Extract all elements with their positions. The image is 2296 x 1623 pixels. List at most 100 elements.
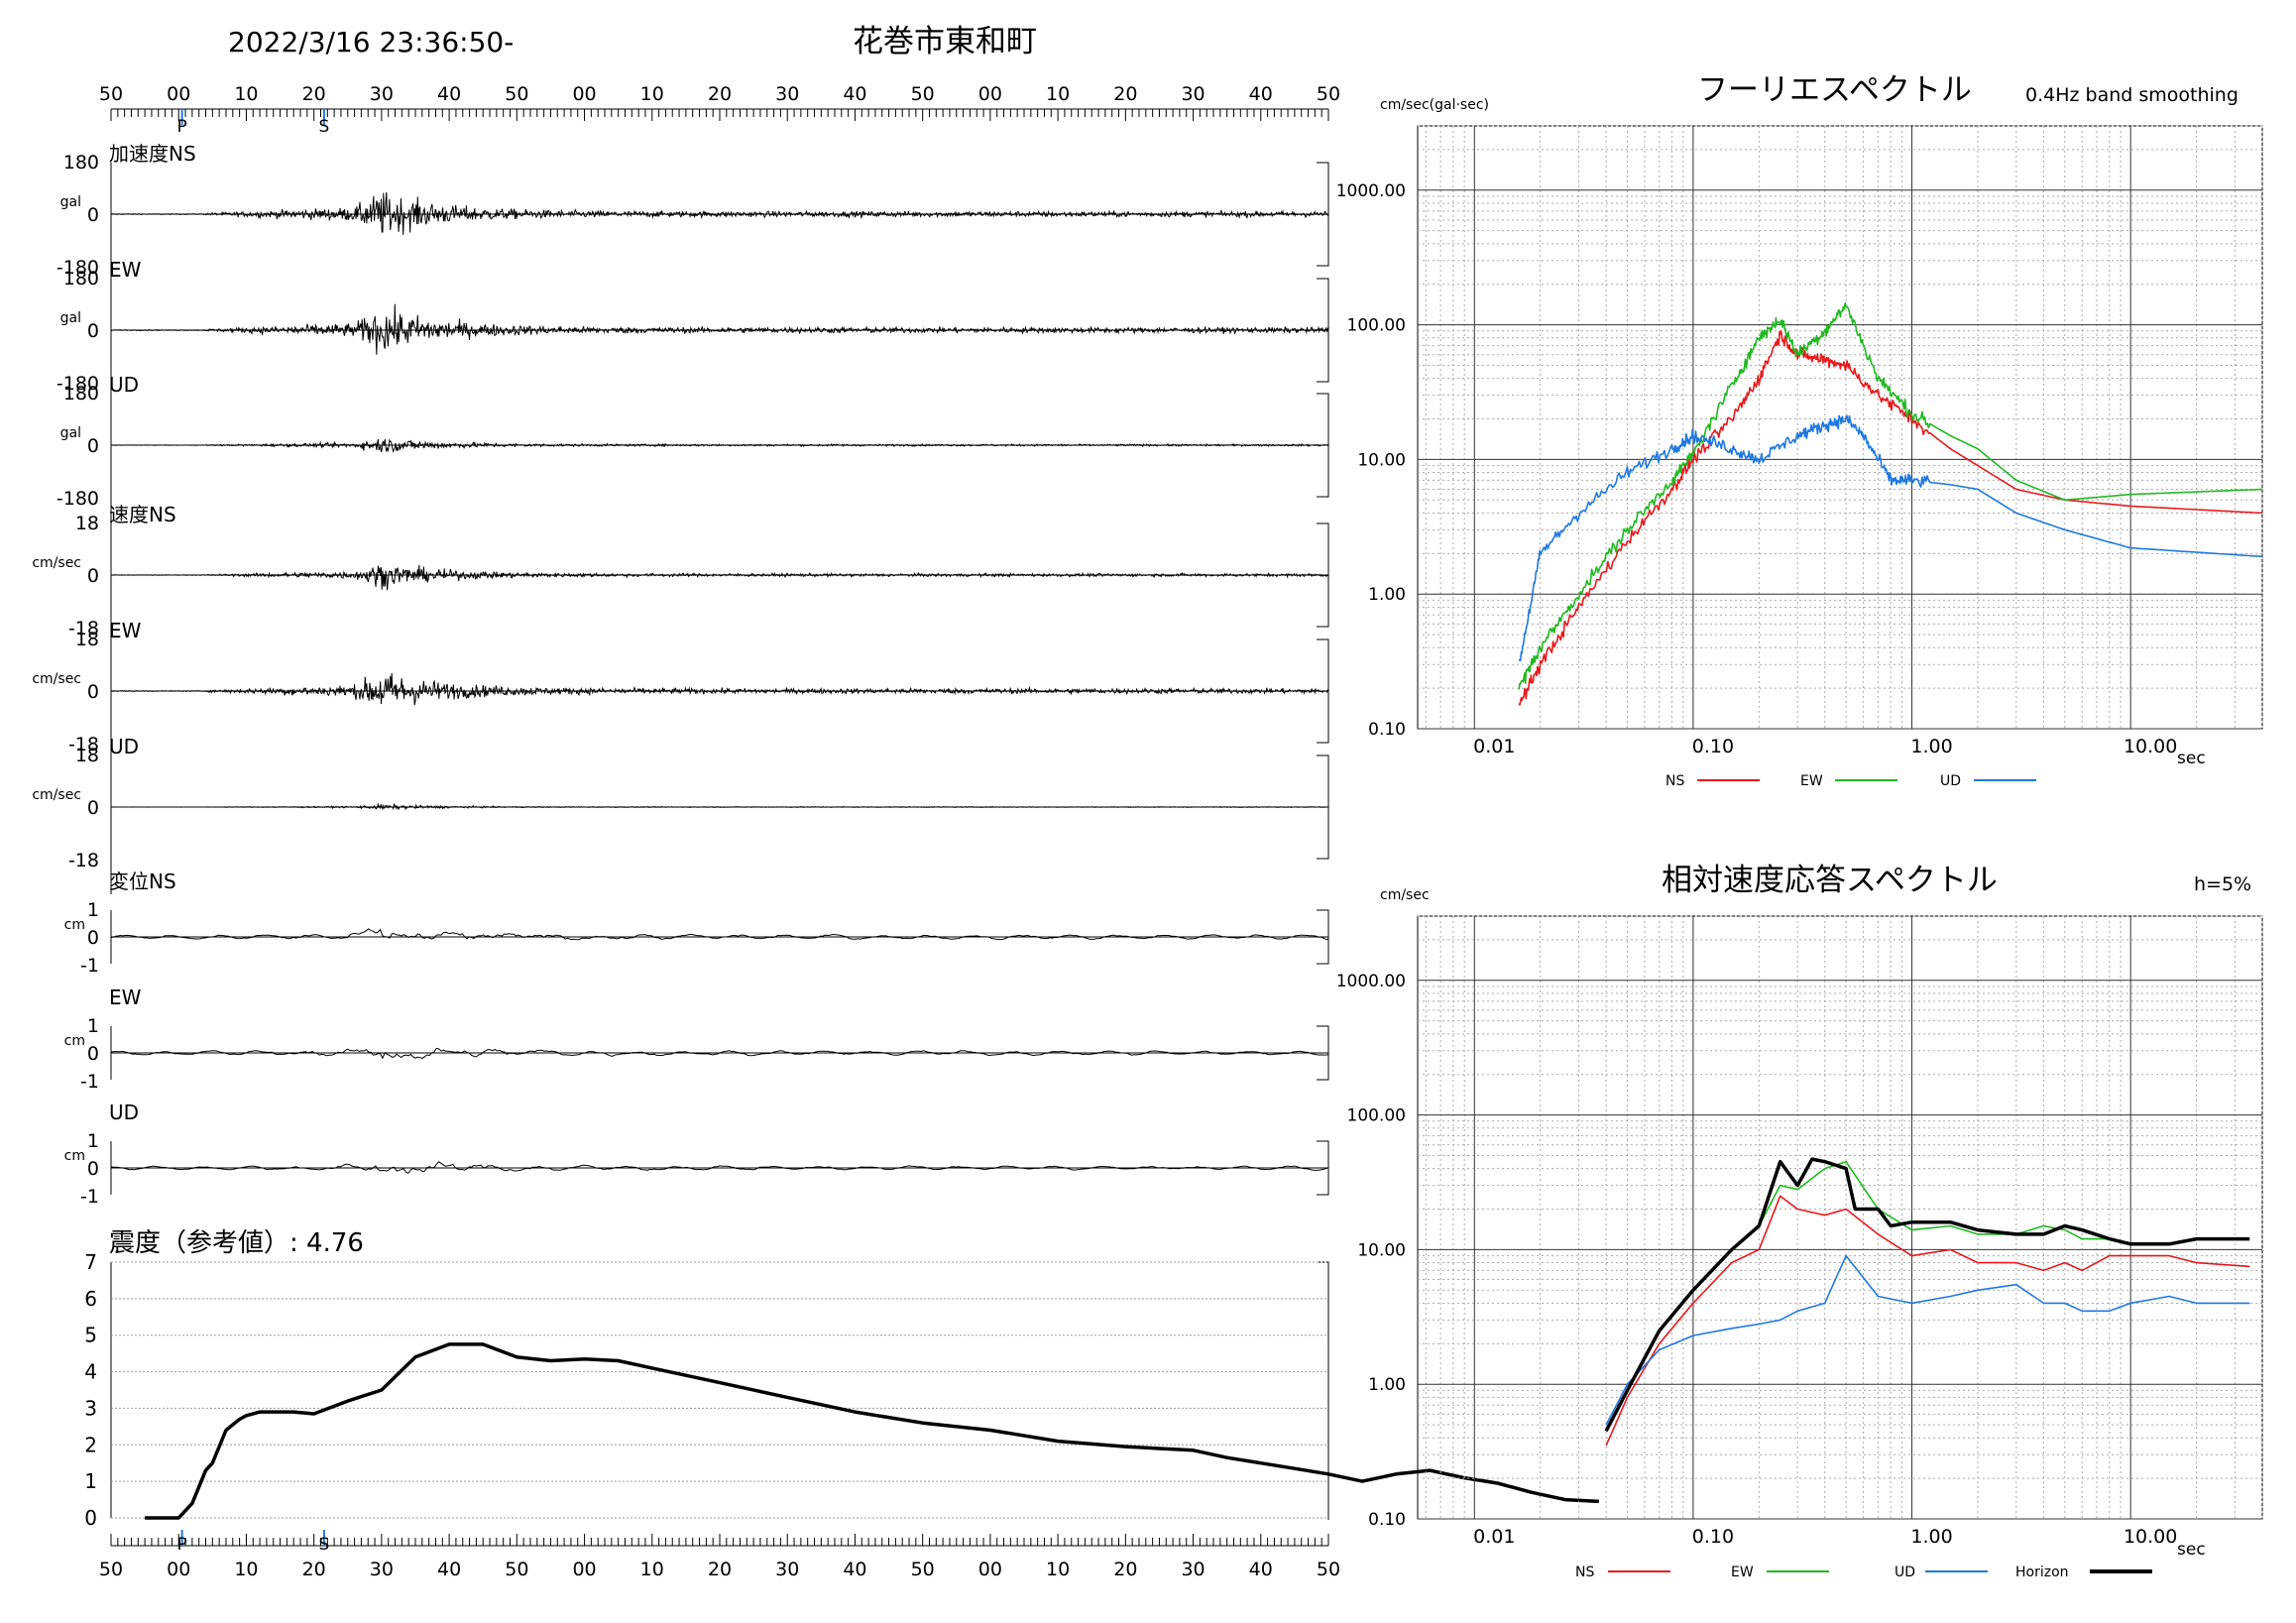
waveform-label: UD xyxy=(109,1101,139,1124)
intensity-chart: 7 6 5 4 3 2 1 0 xyxy=(84,1250,1599,1530)
waveform-label: UD xyxy=(109,373,139,397)
waveform-unit: cm/sec xyxy=(32,555,81,571)
response-legend: NS EW UD Horizon xyxy=(1575,1565,2152,1580)
time-tick-label: 10 xyxy=(640,1559,664,1580)
phase-marker-label: P xyxy=(177,117,187,137)
waveform-panel: 変位NS 1 0 -1 cm xyxy=(64,869,1329,977)
intensity-tick-label: 0 xyxy=(84,1506,97,1530)
time-tick-label: 50 xyxy=(911,83,935,105)
y-tick-label: 1.00 xyxy=(1368,1375,1406,1395)
waveform-label: 変位NS xyxy=(109,869,176,893)
time-tick-label: 50 xyxy=(505,83,528,105)
time-tick-label: 10 xyxy=(1046,83,1070,105)
response-x-unit: sec xyxy=(2177,1540,2206,1560)
intensity-tick-label: 5 xyxy=(84,1324,97,1347)
waveform-trace xyxy=(110,672,1329,706)
fourier-title: フーリエスペクトル xyxy=(1697,72,1972,108)
x-tick-label: 10.00 xyxy=(2124,1526,2177,1548)
waveform-label: EW xyxy=(109,619,142,642)
waveform-ymin: -180 xyxy=(57,257,99,279)
waveform-yzero: 0 xyxy=(87,204,99,226)
intensity-tick-label: 7 xyxy=(84,1250,97,1274)
time-tick-label: 40 xyxy=(1249,83,1273,105)
series-ud xyxy=(1518,414,2263,662)
phase-marker-label: S xyxy=(319,117,330,137)
intensity-tick-label: 3 xyxy=(84,1396,97,1420)
time-tick-label: 00 xyxy=(167,83,190,105)
intensity-line xyxy=(145,1342,1599,1520)
waveform-unit: cm xyxy=(64,917,85,933)
x-tick-label: 1.00 xyxy=(1910,1526,1952,1548)
waveform-ymin: -1 xyxy=(80,1071,99,1093)
waveform-ymax: 1 xyxy=(87,1130,99,1152)
waveform-unit: gal xyxy=(60,310,81,326)
waveform-ymin: -1 xyxy=(80,955,99,977)
time-tick-label: 50 xyxy=(505,1559,528,1580)
waveform-label: EW xyxy=(109,985,142,1009)
series-ud xyxy=(1605,1254,2250,1426)
response-legend-horizon-label: Horizon xyxy=(2015,1565,2069,1580)
time-tick-label: 30 xyxy=(370,83,394,105)
bottom-time-axis: 50 00 10 20 30 40 50 00 10 20 30 40 50 00 10 20 30 40 50 P S xyxy=(99,1530,1340,1580)
x-tick-label: 10.00 xyxy=(2124,736,2177,757)
waveform-unit: cm xyxy=(64,1148,85,1164)
time-tick-label: 50 xyxy=(99,1559,123,1580)
time-tick-label: 20 xyxy=(1113,83,1137,105)
time-tick-label: 10 xyxy=(234,83,258,105)
time-tick-label: 00 xyxy=(167,1559,190,1580)
time-tick-label: 40 xyxy=(437,83,461,105)
time-tick-label: 50 xyxy=(1317,83,1340,105)
response-legend-ns-label: NS xyxy=(1575,1565,1594,1580)
waveform-panel: EW 1 0 -1 cm xyxy=(64,985,1329,1093)
intensity-tick-label: 4 xyxy=(84,1360,97,1384)
time-tick-label: 30 xyxy=(1181,1559,1205,1580)
waveform-ymax: 1 xyxy=(87,1015,99,1037)
waveform-label: 加速度NS xyxy=(109,142,196,166)
waveform-ymax: 180 xyxy=(63,268,99,290)
record-datetime: 2022/3/16 23:36:50- xyxy=(228,26,514,58)
time-tick-label: 00 xyxy=(978,83,1002,105)
response-note: h=5% xyxy=(2194,873,2251,895)
y-tick-label: 1.00 xyxy=(1368,585,1406,605)
waveform-ymax: 1 xyxy=(87,899,99,921)
fourier-legend: NS EW UD xyxy=(1665,773,2036,789)
waveform-label: EW xyxy=(109,258,142,282)
fourier-legend-ud-label: UD xyxy=(1940,773,1961,789)
waveform-ymax: 18 xyxy=(75,629,99,650)
waveform-yzero: 0 xyxy=(87,320,99,342)
waveform-ymin: -180 xyxy=(57,373,99,395)
waveform-panel: 速度NS 18 0 -18 cm/sec xyxy=(32,503,1329,662)
x-tick-label: 0.01 xyxy=(1473,1526,1515,1548)
waveform-label: UD xyxy=(109,735,139,758)
time-tick-label: 40 xyxy=(437,1559,461,1580)
time-tick-label: 40 xyxy=(1249,1559,1273,1580)
y-tick-label: 1000.00 xyxy=(1336,972,1406,991)
waveform-panel: EW 180 0 -180 gal xyxy=(57,258,1329,417)
waveform-unit: gal xyxy=(60,425,81,441)
fourier-legend-ns-label: NS xyxy=(1665,773,1684,789)
waveform-unit: cm xyxy=(64,1033,85,1049)
waveform-yzero: 0 xyxy=(87,1158,99,1180)
waveform-label: 速度NS xyxy=(109,503,176,526)
waveform-unit: cm/sec xyxy=(32,787,81,803)
time-tick-label: 10 xyxy=(234,1559,258,1580)
time-tick-label: 00 xyxy=(978,1559,1002,1580)
time-tick-label: 10 xyxy=(1046,1559,1070,1580)
response-title: 相対速度応答スペクトル xyxy=(1662,863,1998,898)
fourier-spectrum-chart: 1000.00 100.00 10.00 1.00 0.10 0.01 0.10 1.00 10… xyxy=(1336,125,2263,757)
y-tick-label: 0.10 xyxy=(1368,720,1406,740)
waveform-yzero: 0 xyxy=(87,681,99,703)
time-tick-label: 20 xyxy=(1113,1559,1137,1580)
waveform-trace xyxy=(111,191,1329,235)
intensity-tick-label: 2 xyxy=(84,1433,97,1456)
time-tick-label: 00 xyxy=(572,1559,596,1580)
waveform-trace xyxy=(110,1161,1329,1174)
waveform-panel: UD 1 0 -1 cm xyxy=(64,1101,1329,1208)
fourier-note: 0.4Hz band smoothing xyxy=(2025,84,2239,106)
response-legend-ew-label: EW xyxy=(1731,1565,1754,1580)
waveform-ymax: 180 xyxy=(63,152,99,174)
x-tick-label: 0.10 xyxy=(1692,1526,1734,1548)
waveform-trace xyxy=(110,303,1329,355)
series-horizon xyxy=(1604,1157,2250,1433)
